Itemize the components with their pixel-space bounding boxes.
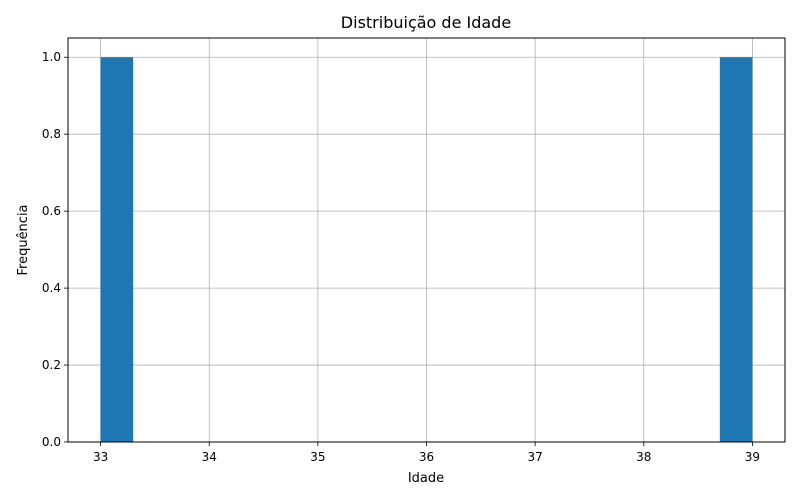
chart-title: Distribuição de Idade: [341, 13, 511, 32]
x-tick-label: 38: [636, 450, 651, 464]
plot-area-frame: [67, 37, 786, 443]
axis-ticks: 33 34 35 36 37 38 39 0.0 0.2 0.4 0.6 0.8 1.0: [42, 50, 760, 464]
y-tick-label: 1.0: [42, 50, 61, 64]
x-tick-label: 37: [527, 450, 542, 464]
histogram-bar: [100, 57, 134, 442]
y-tick-label: 0.6: [42, 204, 61, 218]
x-axis-label: Idade: [408, 471, 444, 486]
y-tick-label: 0.0: [42, 435, 61, 449]
y-tick-label: 0.4: [42, 281, 61, 295]
x-tick-label: 39: [745, 450, 760, 464]
histogram-bars: [100, 57, 753, 442]
x-tick-label: 35: [310, 450, 325, 464]
y-axis-label: Frequência: [16, 204, 31, 275]
histogram-bar: [719, 57, 753, 442]
x-tick-label: 34: [202, 450, 217, 464]
y-tick-label: 0.8: [42, 127, 61, 141]
x-tick-label: 33: [93, 450, 108, 464]
x-tick-label: 36: [419, 450, 434, 464]
y-tick-label: 0.2: [42, 358, 61, 372]
